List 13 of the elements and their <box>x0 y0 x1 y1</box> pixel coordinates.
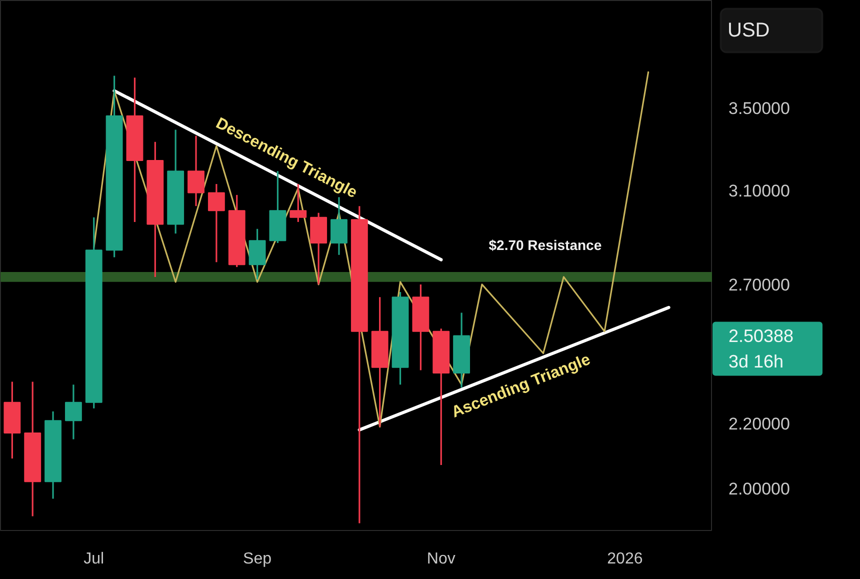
y-tick-label: 2.20000 <box>728 414 790 434</box>
text: 3d 16h <box>728 352 784 372</box>
x-tick-label: 2026 <box>607 550 643 568</box>
x-tick-label: Sep <box>243 550 272 568</box>
y-tick-label: 3.10000 <box>728 182 790 201</box>
y-tick-label: 2.70000 <box>728 275 790 294</box>
y-axis-title: USD <box>728 20 770 42</box>
x-tick-label: Jul <box>84 550 104 568</box>
y-tick-label: 3.50000 <box>728 99 790 118</box>
text: 2.50388 <box>728 326 794 346</box>
y-tick-label: 2.00000 <box>728 479 790 498</box>
x-tick-label: Nov <box>426 550 456 568</box>
band-label: $2.70 Resistance <box>488 236 602 253</box>
